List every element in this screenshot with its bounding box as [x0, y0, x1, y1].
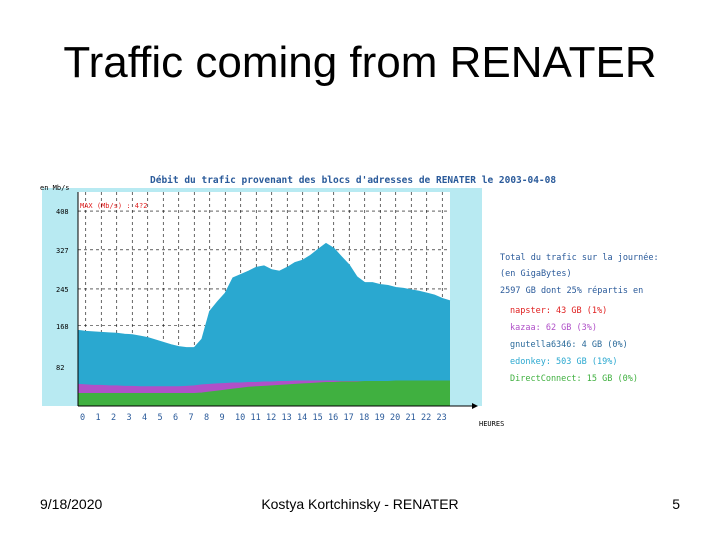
x-tick-label: 16 [328, 413, 338, 423]
x-axis-label: HEURES [479, 420, 504, 428]
max-annotation: MAX (Mb/s) : 4?2 [80, 202, 147, 210]
legend-entry: DirectConnect: 15 GB (0%) [510, 374, 638, 384]
x-tick-label: 2 [111, 413, 116, 423]
y-tick-label: 82 [56, 364, 64, 372]
x-axis-arrow [472, 403, 478, 409]
page-number: 5 [672, 496, 680, 512]
series-line-0 [77, 242, 451, 349]
x-tick-label: 5 [158, 413, 163, 423]
traffic-chart: 82 168 245 327 408 0 1 2 3 4 5 6 7 8 9 10 11 12 13 14 15 16 17… [38, 168, 688, 430]
legend-entry: kazaa: 62 GB (3%) [510, 323, 597, 333]
legend-heading: Total du trafic sur la journée: [500, 252, 659, 263]
x-tick-label: 23 [437, 413, 447, 423]
x-tick-label: 18 [359, 413, 369, 423]
x-tick-label: 22 [421, 413, 431, 423]
x-tick-label: 19 [375, 413, 385, 423]
x-tick-label: 15 [313, 413, 323, 423]
x-tick-label: 12 [266, 413, 276, 423]
y-tick-label: 168 [56, 323, 69, 331]
x-tick-label: 8 [204, 413, 209, 423]
series-area-0 [78, 243, 450, 406]
legend-entry: gnutella6346: 4 GB (0%) [510, 340, 628, 350]
x-tick-label: 17 [344, 413, 354, 423]
x-tick-label: 21 [406, 413, 416, 423]
x-tick-label: 1 [96, 413, 101, 423]
x-tick-label: 14 [297, 413, 307, 423]
y-axis-label: en Mb/s [40, 184, 70, 192]
area-layer [77, 242, 451, 406]
y-tick-label: 245 [56, 286, 69, 294]
series-line-2 [78, 380, 450, 395]
x-tick-label: 10 [235, 413, 245, 423]
legend-entry: napster: 43 GB (1%) [510, 306, 607, 316]
legend-total: 2597 GB dont 25% répartis en [500, 285, 643, 296]
y-tick-label: 408 [56, 208, 69, 216]
x-tick-label: 11 [251, 413, 261, 423]
legend-unit: (en GigaBytes) [500, 269, 572, 279]
x-tick-label: 4 [142, 413, 147, 423]
x-tick-label: 20 [390, 413, 400, 423]
slide-title: Traffic coming from RENATER [63, 38, 657, 87]
y-tick-label: 327 [56, 247, 69, 255]
footer-date: 9/18/2020 [40, 496, 103, 512]
x-tick-label: 6 [173, 413, 178, 423]
legend-entry: edonkey: 503 GB (19%) [510, 357, 617, 367]
chart-title: Débit du trafic provenant des blocs d'ad… [150, 175, 556, 186]
x-tick-label: 9 [220, 413, 225, 423]
x-tick-label: 13 [282, 413, 292, 423]
footer-author: Kostya Kortchinsky - RENATER [261, 496, 459, 512]
x-tick-label: 0 [80, 413, 85, 423]
series-area-2 [78, 381, 450, 406]
x-tick-label: 3 [127, 413, 132, 423]
x-tick-label: 7 [189, 413, 194, 423]
legend-layer: napster: 43 GB (1%) kazaa: 62 GB (3%) gnut… [510, 306, 638, 384]
